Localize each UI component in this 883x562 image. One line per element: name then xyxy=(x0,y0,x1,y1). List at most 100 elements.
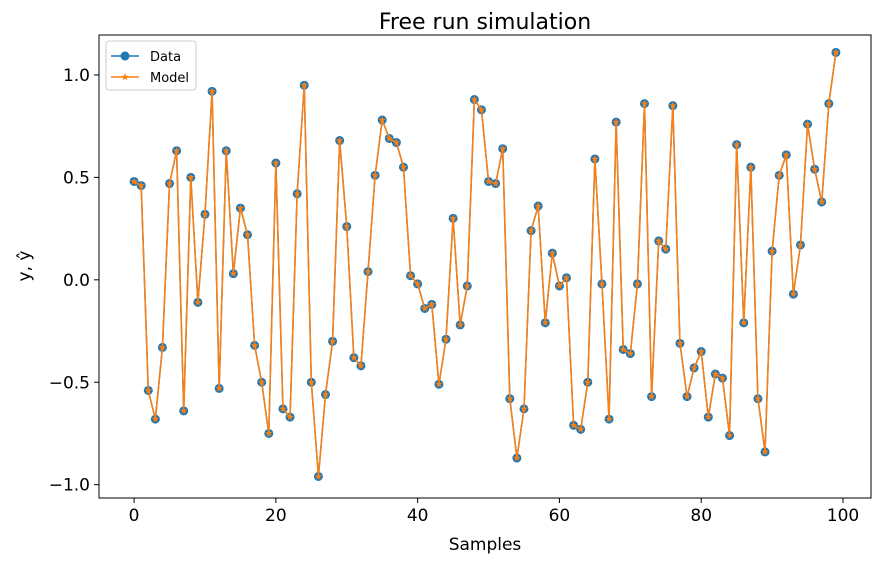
model-point xyxy=(215,384,223,392)
model-point xyxy=(187,173,195,181)
model-point xyxy=(513,454,521,462)
model-point xyxy=(562,273,571,281)
model-point xyxy=(569,421,578,429)
x-tick-label: 80 xyxy=(690,506,712,526)
model-point xyxy=(229,269,238,277)
model-point xyxy=(576,425,585,433)
model-point xyxy=(406,271,415,279)
model-point xyxy=(605,415,613,423)
model-point xyxy=(810,165,819,173)
model-point xyxy=(583,378,592,386)
model-point xyxy=(520,404,528,413)
model-point xyxy=(817,197,826,206)
series-model xyxy=(130,48,840,480)
model-point xyxy=(378,116,387,124)
model-point xyxy=(541,318,550,327)
model-point xyxy=(137,181,145,189)
model-point xyxy=(413,279,422,288)
model-point xyxy=(335,136,344,144)
model-point xyxy=(364,267,372,275)
model-point xyxy=(194,298,202,306)
model-point xyxy=(456,320,464,329)
model-point xyxy=(399,163,408,171)
y-tick-label: −0.5 xyxy=(49,373,90,393)
model-point xyxy=(747,163,755,171)
model-point xyxy=(654,236,663,245)
model-point xyxy=(477,105,486,114)
model-point xyxy=(179,406,188,415)
model-point xyxy=(633,279,642,288)
model-point xyxy=(449,214,457,222)
y-tick-label: −1.0 xyxy=(49,476,90,496)
model-point xyxy=(236,204,245,212)
model-point xyxy=(484,177,493,185)
model-point xyxy=(165,179,174,187)
model-point xyxy=(782,150,791,159)
legend-model-label: Model xyxy=(150,71,189,86)
model-point xyxy=(555,281,564,290)
model-point xyxy=(314,472,323,480)
series-line-model xyxy=(133,52,837,478)
model-point xyxy=(506,394,514,402)
legend-data-label: Data xyxy=(150,50,181,65)
model-point xyxy=(491,179,500,187)
model-point xyxy=(825,99,833,107)
model-point xyxy=(775,171,783,179)
model-point xyxy=(718,374,727,382)
legend-model-marker xyxy=(121,73,129,81)
model-point xyxy=(300,81,309,89)
y-tick-label: 0.5 xyxy=(63,168,90,188)
model-point xyxy=(612,118,620,126)
x-tick-label: 20 xyxy=(265,506,287,526)
model-point xyxy=(626,349,635,357)
legend: Data Model xyxy=(105,40,197,91)
model-point xyxy=(470,95,479,103)
model-point xyxy=(527,226,535,234)
model-point xyxy=(420,304,429,312)
x-axis-label: Samples xyxy=(449,535,522,555)
model-point xyxy=(676,339,684,347)
model-point xyxy=(739,318,748,327)
model-point xyxy=(144,386,153,394)
model-point xyxy=(669,101,677,109)
model-point xyxy=(704,413,713,421)
axis-ticks: 0 20 40 60 80 100 −1.0 −0.5 0.0 0.5 1.0 xyxy=(49,66,860,526)
model-point xyxy=(725,431,734,439)
model-point xyxy=(690,363,698,372)
model-point xyxy=(711,370,720,378)
model-point xyxy=(243,230,252,238)
model-point xyxy=(222,146,231,154)
model-point xyxy=(293,189,301,198)
model-point xyxy=(435,380,443,388)
model-point xyxy=(151,415,160,423)
model-point xyxy=(158,343,167,351)
model-point xyxy=(832,48,840,56)
model-point xyxy=(463,281,472,290)
model-point xyxy=(428,300,436,308)
model-point xyxy=(208,87,216,95)
model-point xyxy=(598,279,606,288)
y-axis-label: y, ŷ xyxy=(15,251,35,282)
model-point xyxy=(130,177,138,185)
model-point xyxy=(321,390,330,398)
model-point xyxy=(250,341,259,349)
y-tick-label: 1.0 xyxy=(63,66,90,86)
model-point xyxy=(803,120,812,128)
model-point xyxy=(647,392,656,400)
model-point xyxy=(796,240,805,249)
model-point xyxy=(392,138,401,146)
model-point xyxy=(371,171,379,179)
model-point xyxy=(442,335,450,343)
model-point xyxy=(683,392,691,400)
model-point xyxy=(640,99,649,107)
model-point xyxy=(754,394,762,402)
model-point xyxy=(761,447,769,456)
model-point xyxy=(385,134,394,142)
x-tick-label: 100 xyxy=(827,506,859,526)
model-point xyxy=(619,345,628,353)
plot-area xyxy=(129,47,841,481)
y-tick-label: 0.0 xyxy=(63,271,90,291)
model-point xyxy=(307,378,316,386)
model-point xyxy=(328,337,337,345)
